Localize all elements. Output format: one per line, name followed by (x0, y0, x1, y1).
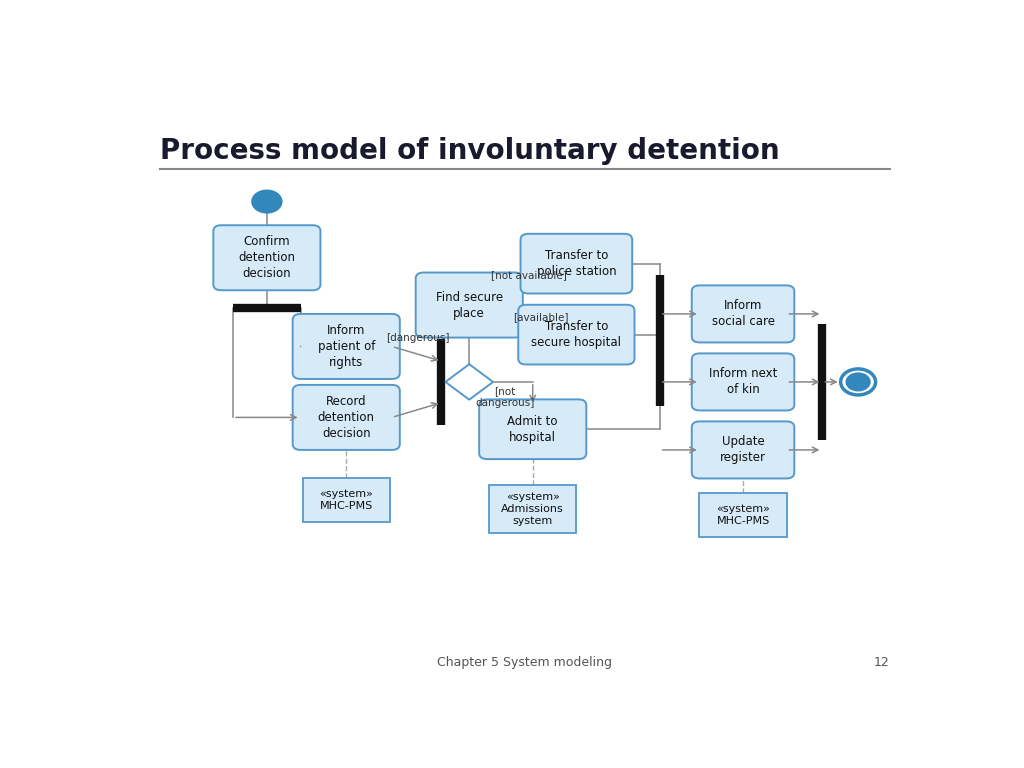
Text: Inform
social care: Inform social care (712, 300, 774, 329)
Text: Transfer to
police station: Transfer to police station (537, 249, 616, 278)
Text: [available]: [available] (513, 312, 568, 322)
FancyBboxPatch shape (303, 478, 390, 522)
FancyBboxPatch shape (213, 225, 321, 290)
Polygon shape (445, 364, 494, 399)
Text: [not
dangerous]: [not dangerous] (475, 386, 535, 408)
Text: Find secure
place: Find secure place (435, 290, 503, 319)
Circle shape (841, 369, 876, 395)
FancyBboxPatch shape (518, 305, 635, 365)
FancyBboxPatch shape (479, 399, 587, 459)
FancyBboxPatch shape (699, 493, 786, 537)
Text: Process model of involuntary detention: Process model of involuntary detention (160, 137, 779, 164)
Text: Confirm
detention
decision: Confirm detention decision (239, 235, 295, 280)
Text: Inform
patient of
rights: Inform patient of rights (317, 324, 375, 369)
Text: Chapter 5 System modeling: Chapter 5 System modeling (437, 656, 612, 669)
Text: Admit to
hospital: Admit to hospital (508, 415, 558, 444)
FancyBboxPatch shape (692, 353, 795, 410)
FancyBboxPatch shape (692, 422, 795, 478)
Text: Inform next
of kin: Inform next of kin (709, 367, 777, 396)
Text: 12: 12 (874, 656, 890, 669)
Text: [not available]: [not available] (490, 270, 566, 280)
Text: Transfer to
secure hospital: Transfer to secure hospital (531, 320, 622, 349)
Text: Update
register: Update register (720, 435, 766, 465)
FancyBboxPatch shape (416, 273, 523, 338)
Text: «system»
Admissions
system: «system» Admissions system (502, 492, 564, 527)
Text: «system»
MHC-PMS: «system» MHC-PMS (716, 504, 770, 526)
FancyBboxPatch shape (293, 385, 399, 450)
FancyBboxPatch shape (692, 286, 795, 343)
FancyBboxPatch shape (489, 485, 577, 534)
Circle shape (846, 373, 870, 391)
Text: [dangerous]: [dangerous] (386, 333, 450, 343)
Text: Record
detention
decision: Record detention decision (317, 395, 375, 440)
FancyBboxPatch shape (293, 314, 399, 379)
Text: «system»
MHC-PMS: «system» MHC-PMS (319, 489, 373, 511)
Circle shape (253, 191, 282, 212)
FancyBboxPatch shape (520, 233, 632, 293)
